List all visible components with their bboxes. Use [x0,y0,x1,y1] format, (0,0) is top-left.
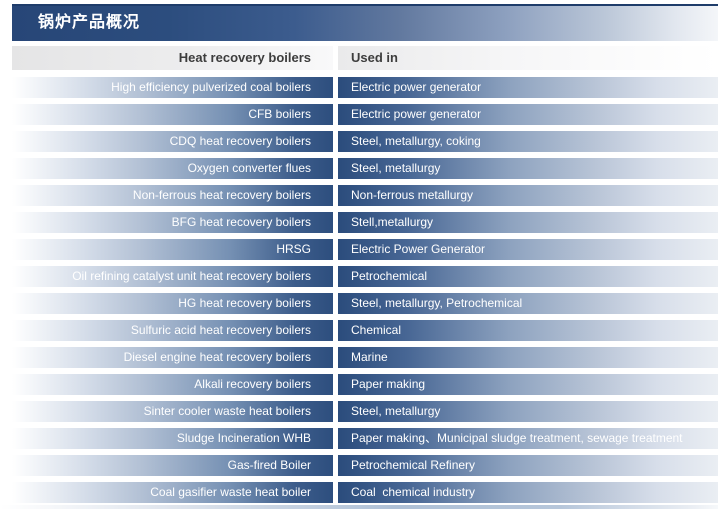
used-in-cell: Paper making、Municipal sludge treatment,… [338,428,718,449]
boiler-cell: Oxygen converter flues [12,158,333,179]
used-in-cell: Electric power generator [338,104,718,125]
used-in-cell: Electric power generator [338,77,718,98]
column-header-used-in: Used in [338,46,718,70]
used-in-cell: Non-ferrous metallurgy [338,185,718,206]
boiler-cell: Alkali recovery boilers [12,374,333,395]
used-in-cell: Stell,metallurgy [338,212,718,233]
boiler-cell: Diesel engine heat recovery boilers [12,347,333,368]
used-in-cell: Steel, metallurgy, Petrochemical [338,293,718,314]
boiler-cell: BFG heat recovery boilers [12,212,333,233]
boiler-cell: Gas-fired Boiler [12,455,333,476]
boiler-cell: Sulfuric acid heat recovery boilers [12,320,333,341]
boiler-cell: High efficiency pulverized coal boilers [12,77,333,98]
boiler-cell: Non-ferrous heat recovery boilers [12,185,333,206]
boiler-cell: Coal gasifier waste heat boiler [12,482,333,503]
boiler-cell: CDQ heat recovery boilers [12,131,333,152]
used-in-cell: Coal chemical industry [338,482,718,503]
boiler-cell: Sinter cooler waste heat boilers [12,401,333,422]
used-in-cell: Steel, metallurgy [338,158,718,179]
used-in-cell: Electric Power Generator [338,239,718,260]
used-in-cell: Paper making [338,374,718,395]
used-in-cell: Chemical [338,320,718,341]
boiler-cell: Oil refining catalyst unit heat recovery… [12,266,333,287]
bottom-divider [0,505,718,509]
used-in-cell: Petrochemical [338,266,718,287]
page-title: 锅炉产品概况 [38,14,141,31]
boiler-cell: Sludge Incineration WHB [12,428,333,449]
used-in-cell: Steel, metallurgy [338,401,718,422]
boiler-cell: CFB boilers [12,104,333,125]
used-in-cell: Petrochemical Refinery [338,455,718,476]
used-in-cell: Marine [338,347,718,368]
column-header-heat-recovery-boilers: Heat recovery boilers [12,46,333,70]
used-in-cell: Steel, metallurgy, coking [338,131,718,152]
boiler-cell: HRSG [12,239,333,260]
boiler-cell: HG heat recovery boilers [12,293,333,314]
title-bar: 锅炉产品概况 [12,4,718,41]
